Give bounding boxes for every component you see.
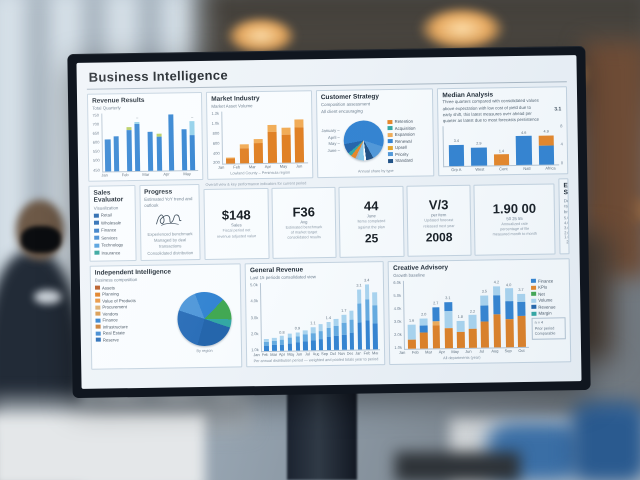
blue-chair	[570, 402, 640, 480]
analysis-paragraph: Three quarters compared with consolidate…	[442, 98, 540, 124]
person-collar	[34, 290, 62, 304]
background-column	[582, 42, 640, 277]
monitor-stand	[287, 390, 357, 480]
chart-caption: By region	[196, 349, 213, 354]
market-bar-chart: 1.2k 1.0k 800 600 400 200 Jan Feb Mar Apr May Jun Lo…	[211, 110, 308, 176]
advisory-chart-section: 6.0k 5.0k 4.0k 3.0k 2.0k 1.0k 1.6 2.0 2.7 3.1 1.8 2…	[393, 276, 566, 361]
side-statistic: 3.1	[554, 106, 562, 113]
panel-revenue-results: Revenue Results Total Quarterly 750 700 65…	[86, 91, 204, 182]
panel-title: Sales Evaluator	[93, 189, 124, 205]
kpi-sublabel: 50 25 55	[506, 215, 523, 222]
panel-title: Market Industry	[211, 95, 260, 103]
kpi-card-forecast: V/3 per item Updated forecast released ne…	[406, 184, 472, 257]
kpi-note: Updated forecast released next year	[423, 218, 455, 229]
blue-chair	[487, 422, 582, 480]
advisory-stacked-chart: 6.0k 5.0k 4.0k 3.0k 2.0k 1.0k 1.6 2.0 2.7 3.1 1.8 2…	[393, 278, 530, 361]
scribble-doodle-icon	[155, 214, 182, 227]
panel-independent-intelligence: Independent Intelligence Business compos…	[89, 263, 243, 370]
independent-chart-section: Assets Planning Value of Products Procureme…	[94, 281, 238, 365]
page-title: Business Intelligence	[86, 60, 567, 90]
monitor-screen: Business Intelligence Revenue Results To…	[76, 55, 582, 389]
person-silhouette	[0, 252, 82, 480]
kpi-note: Estimated benchmark of market target conso…	[285, 224, 323, 240]
bi-dashboard: Business Intelligence Revenue Results To…	[86, 60, 572, 384]
kpi-value: 44	[363, 198, 379, 214]
advisory-info-box: n = 4 Prior period Comparable	[531, 317, 566, 341]
pie-axis-labels: January – April – May – June –	[321, 127, 341, 154]
panel-market-industry: Market Industry Market Asset Volume 1.2k…	[206, 90, 314, 180]
kpi-secondary-value: 25	[364, 230, 379, 246]
kpi-secondary-value: 2008	[425, 229, 453, 245]
kpi-note: Annualized rate percentage of file measure…	[492, 221, 537, 237]
panel-subtitle: Estimated YoY trend and outlook	[144, 196, 193, 208]
panel-subtitle: Last 15 periods consolidated view	[250, 274, 316, 281]
advisory-legend: Finance KPIs Net Volume Revenue Margin	[530, 278, 566, 316]
customer-pie-chart	[343, 120, 385, 162]
white-desk	[0, 414, 205, 480]
monitor: Business Intelligence Revenue Results To…	[67, 45, 591, 399]
kpi-value: 1.90 00	[492, 200, 537, 217]
progress-notes: Experienced benchmark Managed by deal tra…	[147, 230, 194, 256]
independent-legend: Assets Planning Value of Products Procureme…	[94, 284, 168, 365]
panel-title: Progress	[144, 188, 173, 196]
panel-subtitle: Visualization	[93, 205, 119, 211]
kpi-value: F36	[292, 204, 316, 220]
panel-subtitle: Total Quarterly	[92, 105, 121, 112]
panel-median-analysis: Median Analysis Three quarters compared …	[437, 86, 569, 177]
revenue-bar-chart: 750 700 650 600 550 500 450– – Jan Feb Mar Apr May	[92, 111, 199, 178]
kpi-value: $148	[221, 207, 251, 224]
face-mask	[21, 226, 61, 253]
panel-subtitle: Market Asset Volume	[211, 103, 253, 110]
kpi-card-items: 44 June Items completed against the plan …	[338, 185, 405, 258]
desk-shadow	[0, 398, 250, 432]
kpi-strip-caption: Overall view & key performance indicator…	[205, 181, 307, 187]
kpi-strip: Overall view & key performance indicator…	[203, 178, 556, 260]
ceiling-light	[592, 192, 640, 228]
panel-sales-evaluator: Sales Evaluator Visualization Retail Whol…	[88, 185, 137, 262]
kpi-note: Items completed against the plan	[357, 219, 386, 230]
ceiling-light	[418, 6, 506, 52]
kpi-sublabel: per item	[431, 212, 447, 218]
economic-chart-section: 5.0k4.0k3.0k2.0k1.0k1.12.45.220192020202…	[564, 214, 570, 250]
sales-legend: Retail Wholesale Finance Services Technology…	[93, 212, 131, 255]
kpi-sublabel: June	[366, 213, 376, 219]
panel-customer-strategy: Customer Strategy Composition assessment…	[315, 88, 435, 179]
kpi-note: Fiscal period net revenue adjusted value	[216, 228, 257, 239]
dashboard-row-2: Sales Evaluator Visualization Retail Whol…	[88, 178, 570, 262]
economic-bar-chart: 5.0k4.0k3.0k2.0k1.0k1.12.45.220192020202…	[564, 215, 570, 250]
panel-progress: Progress Estimated YoY trend and outlook…	[138, 184, 201, 261]
panel-economic-snapshot: Economic Snapshot Debt cycle breakdown 5…	[558, 178, 570, 255]
panel-general-revenue: General Revenue Last 15 periods consolid…	[244, 261, 386, 368]
person-head	[16, 200, 64, 260]
analysis-text-block: Three quarters compared with consolidate…	[442, 98, 562, 125]
independent-pie-section: By region	[171, 281, 238, 364]
customer-pie-section: January – April – May – June – Retention Acq…	[321, 112, 429, 168]
kpi-card-rate: 1.90 00 50 25 55 Annualized rate percenta…	[473, 183, 556, 256]
median-bar-chart: 3.4 2.9 1.4 4.6 4.9 8 4 0 Grp A West Cent Natl Afric…	[442, 124, 563, 173]
kpi-card-sales: $148 Sales Fiscal period net revenue adju…	[203, 187, 270, 260]
kpi-card-average: F36 Avg Estimated benchmark of market tar…	[271, 186, 337, 259]
desk-object	[395, 452, 520, 480]
dashboard-row-3: Independent Intelligence Business compos…	[89, 258, 572, 370]
general-revenue-stacked-chart: 5.0k 4.0k 3.0k 2.0k 1.0k 0.8 0.9 1.1 1.4 1.7 3.1 3.…	[250, 278, 381, 364]
kpi-value: V/3	[428, 197, 449, 213]
chart-caption: Annual share by type	[357, 168, 394, 174]
doodle-container	[144, 207, 195, 232]
dashboard-row-1: Revenue Results Total Quarterly 750 700 65…	[86, 86, 569, 182]
independent-pie-chart	[176, 291, 232, 347]
panel-creative-advisory: Creative Advisory Growth baseline 6.0k 5.…	[387, 258, 572, 366]
kpi-label: Avg	[300, 219, 308, 225]
customer-legend: Retention Acquisition Expansion Renewal Upse…	[387, 119, 416, 163]
floor	[450, 418, 640, 480]
kpi-label: Sales	[231, 222, 242, 228]
